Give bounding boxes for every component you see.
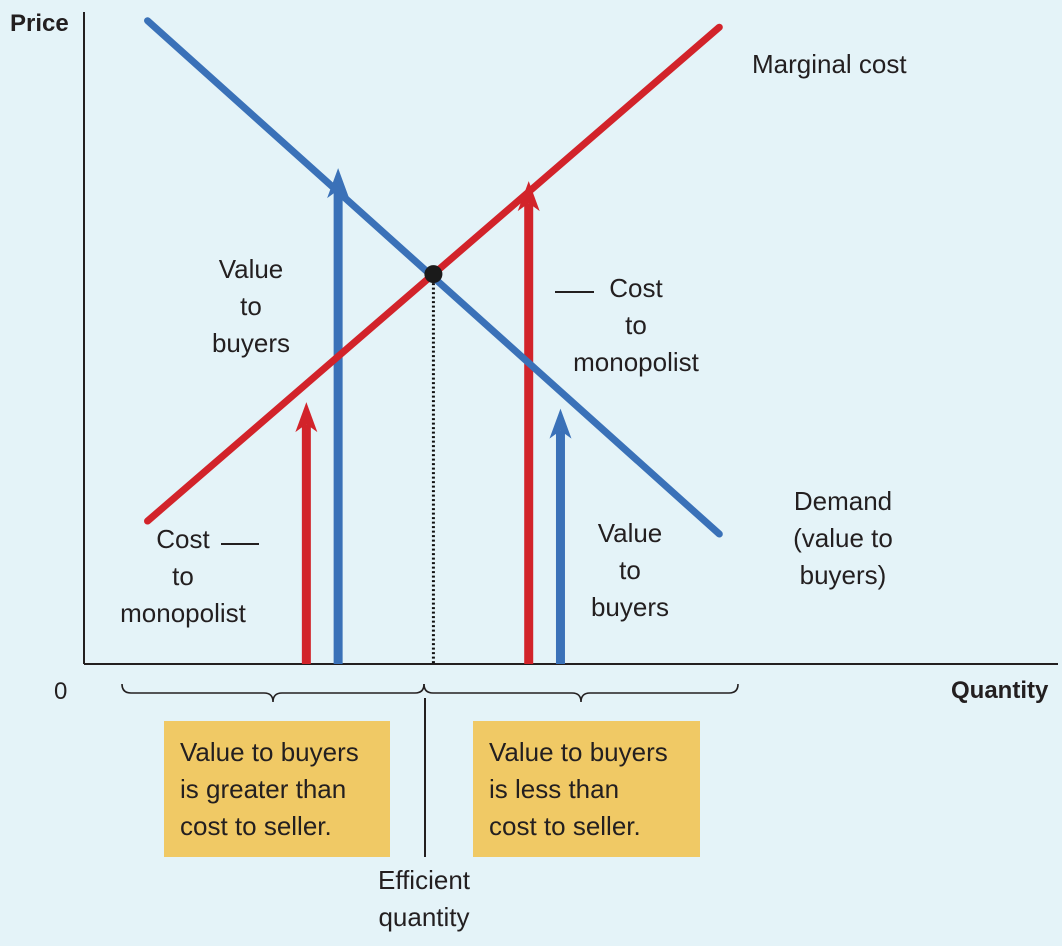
demand-label-line2: (value to buyers): [793, 523, 893, 590]
demand-label: Demand (value to buyers): [752, 483, 934, 594]
arrow-head-4: [549, 408, 572, 439]
origin-label: 0: [54, 678, 68, 705]
label-line: to: [172, 561, 194, 591]
label-line: monopolist: [573, 347, 699, 377]
label-line: to: [625, 310, 647, 340]
efficient-point-dot: [424, 265, 443, 284]
right-brace: [423, 683, 739, 703]
label-line: buyers: [590, 592, 670, 622]
note-line: is less than: [489, 774, 620, 804]
arrow-head-1: [295, 402, 318, 433]
label-line: buyers: [211, 328, 291, 358]
marginal-cost-label: Marginal cost: [752, 49, 907, 79]
cost-to-monopolist-right-label: Cost to monopolist: [573, 270, 699, 381]
note-line: is greater than: [180, 774, 347, 804]
value-to-buyers-right-label: Value to buyers: [580, 515, 680, 626]
label-line: Efficient: [377, 865, 470, 895]
x-axis-title: Quantity: [951, 677, 1049, 704]
efficient-quantity-label: Efficient quantity: [364, 862, 484, 936]
label-line: Cost: [609, 273, 663, 303]
y-axis-title: Price: [10, 10, 69, 37]
label-line: Cost: [156, 524, 210, 554]
note-lesser-value: Value to buyers is less than cost to sel…: [473, 721, 700, 857]
note-line: Value to buyers: [489, 737, 668, 767]
value-to-buyers-left-label: Value to buyers: [200, 251, 302, 362]
label-line: Value: [597, 518, 663, 548]
label-line: quantity: [378, 902, 470, 932]
note-line: cost to seller.: [489, 811, 641, 841]
cost-to-monopolist-left-label: Cost to monopolist: [120, 521, 246, 632]
note-line: cost to seller.: [180, 811, 332, 841]
demand-label-line1: Demand: [793, 486, 893, 516]
note-greater-value: Value to buyers is greater than cost to …: [164, 721, 390, 857]
label-line: to: [619, 555, 641, 585]
left-brace: [121, 683, 425, 703]
label-line: to: [240, 291, 262, 321]
label-line: Value: [218, 254, 284, 284]
label-line: monopolist: [120, 598, 246, 628]
note-line: Value to buyers: [180, 737, 359, 767]
